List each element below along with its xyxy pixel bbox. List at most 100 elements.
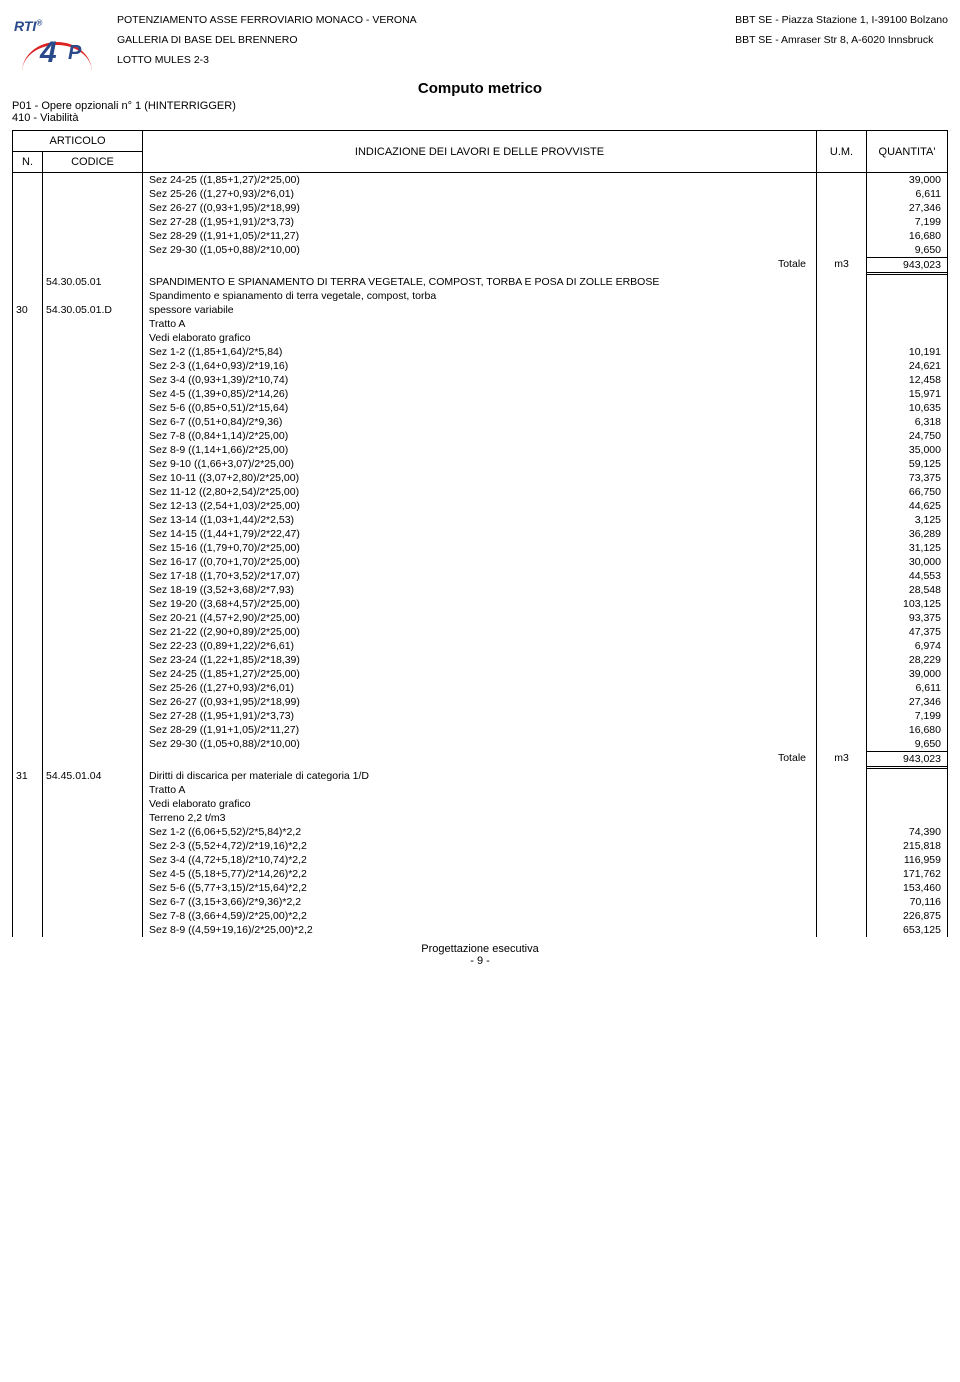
cell-description: Sez 29-30 ((1,05+0,88)/2*10,00): [143, 737, 817, 751]
cell-quantity: 226,875: [867, 909, 947, 923]
cell-codice: [43, 695, 143, 709]
cell-n: [13, 737, 43, 751]
cell-quantity: 653,125: [867, 923, 947, 937]
cell-quantity: 35,000: [867, 443, 947, 457]
cell-um: [817, 485, 867, 499]
cell-codice: [43, 201, 143, 215]
table-row: Tratto A: [13, 317, 947, 331]
cell-codice: [43, 811, 143, 825]
cell-um: [817, 317, 867, 331]
logo-p-text: P: [68, 42, 81, 65]
cell-n: [13, 569, 43, 583]
footer-title: Progettazione esecutiva: [12, 943, 948, 955]
table-row: Spandimento e spianamento di terra veget…: [13, 289, 947, 303]
table-row: Sez 22-23 ((0,89+1,22)/2*6,61)6,974: [13, 639, 947, 653]
cell-n: [13, 527, 43, 541]
cell-quantity: 6,611: [867, 681, 947, 695]
table-row: Sez 7-8 ((3,66+4,59)/2*25,00)*2,2226,875: [13, 909, 947, 923]
cell-n: [13, 853, 43, 867]
cell-um: [817, 625, 867, 639]
table-row: Sez 20-21 ((4,57+2,90)/2*25,00)93,375: [13, 611, 947, 625]
cell-codice: [43, 881, 143, 895]
cell-description: Sez 25-26 ((1,27+0,93)/2*6,01): [143, 187, 817, 201]
table-row: Sez 23-24 ((1,22+1,85)/2*18,39)28,229: [13, 653, 947, 667]
cell-n: [13, 825, 43, 839]
table-row: Sez 2-3 ((5,52+4,72)/2*19,16)*2,2215,818: [13, 839, 947, 853]
cell-quantity: 7,199: [867, 215, 947, 229]
cell-n: [13, 229, 43, 243]
cell-description: Sez 20-21 ((4,57+2,90)/2*25,00): [143, 611, 817, 625]
cell-quantity: [867, 769, 947, 783]
header-project-line-2: GALLERIA DI BASE DEL BRENNERO: [117, 34, 417, 46]
page-header: RTI® 4 P POTENZIAMENTO ASSE FERROVIARIO …: [12, 14, 948, 76]
cell-n: [13, 611, 43, 625]
cell-um: [817, 923, 867, 937]
cell-quantity: 16,680: [867, 229, 947, 243]
cell-um: m3: [817, 751, 867, 769]
cell-um: [817, 797, 867, 811]
cell-description: Sez 2-3 ((5,52+4,72)/2*19,16)*2,2: [143, 839, 817, 853]
cell-description: Sez 14-15 ((1,44+1,79)/2*22,47): [143, 527, 817, 541]
cell-description: Diritti di discarica per materiale di ca…: [143, 769, 817, 783]
cell-um: [817, 499, 867, 513]
cell-codice: [43, 513, 143, 527]
cell-codice: [43, 867, 143, 881]
cell-codice: 54.45.01.04: [43, 769, 143, 783]
cell-um: [817, 513, 867, 527]
header-address-1: BBT SE - Piazza Stazione 1, I-39100 Bolz…: [735, 14, 948, 26]
cell-description: Sez 12-13 ((2,54+1,03)/2*25,00): [143, 499, 817, 513]
cell-codice: [43, 555, 143, 569]
cell-quantity: 73,375: [867, 471, 947, 485]
table-row: 3154.45.01.04Diritti di discarica per ma…: [13, 769, 947, 783]
cell-codice: [43, 457, 143, 471]
cell-um: [817, 415, 867, 429]
cell-n: [13, 257, 43, 275]
cell-n: [13, 867, 43, 881]
cell-codice: [43, 499, 143, 513]
cell-n: [13, 275, 43, 289]
cell-um: [817, 783, 867, 797]
cell-n: [13, 513, 43, 527]
table-row: 3054.30.05.01.Dspessore variabile: [13, 303, 947, 317]
table-row: Sez 17-18 ((1,70+3,52)/2*17,07)44,553: [13, 569, 947, 583]
cell-n: [13, 555, 43, 569]
cell-codice: [43, 611, 143, 625]
cell-n: [13, 681, 43, 695]
cell-quantity: [867, 275, 947, 289]
cell-n: [13, 387, 43, 401]
cell-codice: [43, 527, 143, 541]
cell-quantity: [867, 797, 947, 811]
cell-quantity: 9,650: [867, 243, 947, 257]
cell-um: [817, 639, 867, 653]
cell-description: Sez 3-4 ((4,72+5,18)/2*10,74)*2,2: [143, 853, 817, 867]
table-row: Sez 19-20 ((3,68+4,57)/2*25,00)103,125: [13, 597, 947, 611]
cell-um: [817, 737, 867, 751]
cell-um: [817, 611, 867, 625]
cell-n: [13, 839, 43, 853]
cell-description: Sez 13-14 ((1,03+1,44)/2*2,53): [143, 513, 817, 527]
cell-description: Spandimento e spianamento di terra veget…: [143, 289, 817, 303]
cell-um: [817, 667, 867, 681]
cell-n: [13, 401, 43, 415]
cell-um: [817, 289, 867, 303]
cell-quantity: 153,460: [867, 881, 947, 895]
total-row: Totalem3943,023: [13, 751, 947, 769]
table-row: Sez 8-9 ((4,59+19,16)/2*25,00)*2,2653,12…: [13, 923, 947, 937]
table-row: Sez 24-25 ((1,85+1,27)/2*25,00)39,000: [13, 667, 947, 681]
cell-description: spessore variabile: [143, 303, 817, 317]
col-indicazione: INDICAZIONE DEI LAVORI E DELLE PROVVISTE: [143, 131, 817, 172]
cell-quantity: 6,611: [867, 187, 947, 201]
cell-quantity: 24,621: [867, 359, 947, 373]
logo-rti-text: RTI®: [14, 18, 42, 34]
cell-um: [817, 345, 867, 359]
table-row: Tratto A: [13, 783, 947, 797]
cell-um: [817, 569, 867, 583]
logo: RTI® 4 P: [12, 14, 107, 76]
header-project-line-3: LOTTO MULES 2-3: [117, 54, 417, 66]
cell-n: [13, 667, 43, 681]
cell-n: [13, 331, 43, 345]
cell-description: Sez 7-8 ((0,84+1,14)/2*25,00): [143, 429, 817, 443]
cell-description: Sez 2-3 ((1,64+0,93)/2*19,16): [143, 359, 817, 373]
col-codice: CODICE: [43, 152, 143, 172]
cell-n: [13, 783, 43, 797]
